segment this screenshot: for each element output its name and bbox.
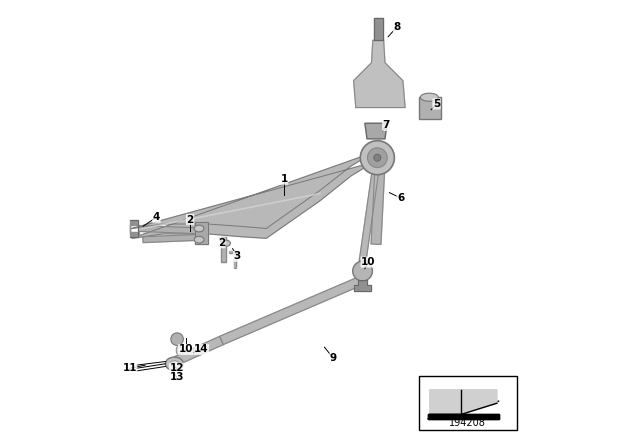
- Text: 4: 4: [153, 212, 160, 222]
- Polygon shape: [365, 123, 387, 139]
- Polygon shape: [130, 220, 139, 237]
- Text: 2: 2: [186, 215, 194, 224]
- Polygon shape: [143, 235, 197, 242]
- Polygon shape: [175, 336, 223, 365]
- Text: 3: 3: [234, 251, 241, 261]
- Circle shape: [353, 261, 372, 281]
- Polygon shape: [428, 414, 499, 419]
- Ellipse shape: [176, 346, 182, 355]
- Ellipse shape: [194, 237, 204, 243]
- Polygon shape: [428, 401, 499, 419]
- Text: 12: 12: [170, 363, 184, 373]
- Text: 1: 1: [280, 174, 288, 184]
- Circle shape: [360, 141, 394, 175]
- Polygon shape: [374, 18, 383, 40]
- Text: 6: 6: [397, 193, 404, 203]
- Text: 9: 9: [330, 353, 337, 363]
- Polygon shape: [220, 276, 364, 345]
- Ellipse shape: [165, 357, 184, 370]
- Text: 8: 8: [394, 22, 401, 32]
- Text: 7: 7: [383, 121, 390, 130]
- Text: 11: 11: [122, 363, 137, 373]
- Text: 13: 13: [170, 372, 184, 382]
- Text: 10: 10: [361, 257, 376, 267]
- Text: 194208: 194208: [449, 418, 486, 428]
- Bar: [419, 376, 517, 430]
- Polygon shape: [195, 222, 208, 244]
- Ellipse shape: [221, 240, 230, 246]
- Circle shape: [374, 154, 381, 161]
- Polygon shape: [428, 414, 499, 419]
- Text: 14: 14: [194, 345, 209, 354]
- Text: 2: 2: [218, 238, 225, 248]
- Polygon shape: [359, 173, 378, 262]
- Bar: [419, 97, 441, 119]
- Polygon shape: [353, 40, 405, 108]
- Polygon shape: [355, 280, 371, 291]
- Ellipse shape: [420, 93, 438, 101]
- Polygon shape: [371, 154, 385, 245]
- Polygon shape: [138, 226, 197, 233]
- Polygon shape: [132, 152, 374, 238]
- Ellipse shape: [170, 361, 179, 367]
- Polygon shape: [221, 237, 226, 262]
- Polygon shape: [430, 390, 497, 414]
- Circle shape: [171, 333, 184, 345]
- Text: 10: 10: [179, 345, 193, 354]
- Ellipse shape: [194, 225, 204, 232]
- Text: 5: 5: [433, 99, 440, 109]
- Circle shape: [367, 148, 387, 168]
